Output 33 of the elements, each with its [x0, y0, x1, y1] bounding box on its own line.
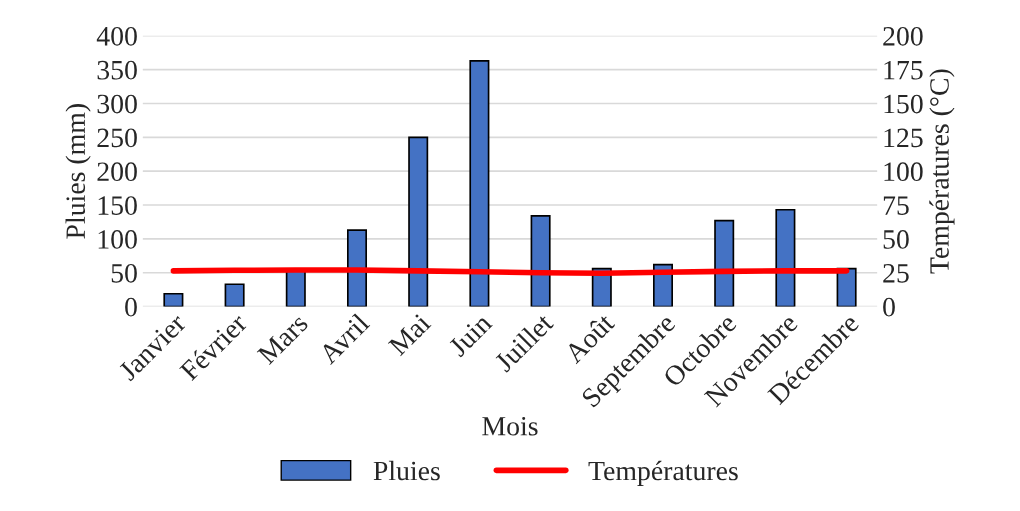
- y2-axis-title: Températures (°C): [929, 69, 955, 274]
- bar: [714, 219, 735, 307]
- y-tick-label: 100: [98, 230, 137, 249]
- bar: [163, 292, 184, 307]
- y-tick-label: 300: [97, 94, 137, 114]
- y-tick-label: 350: [97, 60, 137, 80]
- y-tick-label: 150: [98, 196, 137, 215]
- bar: [775, 208, 796, 307]
- y2-tick-label: 150: [884, 94, 923, 114]
- bar: [408, 136, 429, 307]
- y-tick-label: 0: [125, 297, 137, 317]
- x-axis-title: Mois: [482, 416, 538, 436]
- y-tick-label: 250: [97, 128, 137, 148]
- bar: [224, 283, 245, 307]
- y-tick-label: 400: [96, 26, 137, 46]
- legend-label: Pluies: [373, 460, 440, 481]
- y2-tick-label: 125: [884, 128, 923, 148]
- x-tick-label: Juin: [447, 312, 493, 358]
- y2-tick-label: 175: [884, 60, 923, 80]
- y2-tick-label: 0: [883, 297, 895, 317]
- y-tick-label: 50: [111, 263, 137, 283]
- y-tick-label: 200: [97, 162, 137, 182]
- y2-tick-label: 25: [883, 263, 909, 283]
- bar: [469, 59, 490, 307]
- y2-tick-label: 100: [884, 162, 923, 182]
- bar: [530, 215, 551, 307]
- y2-tick-label: 200: [883, 26, 923, 46]
- y2-tick-label: 75: [883, 196, 909, 215]
- bar: [346, 229, 368, 307]
- y-axis-title: Pluies (mm): [65, 104, 91, 239]
- legend-label: Températures: [588, 460, 738, 486]
- y2-tick-label: 50: [883, 230, 909, 249]
- x-tick-label: Mai: [387, 312, 432, 357]
